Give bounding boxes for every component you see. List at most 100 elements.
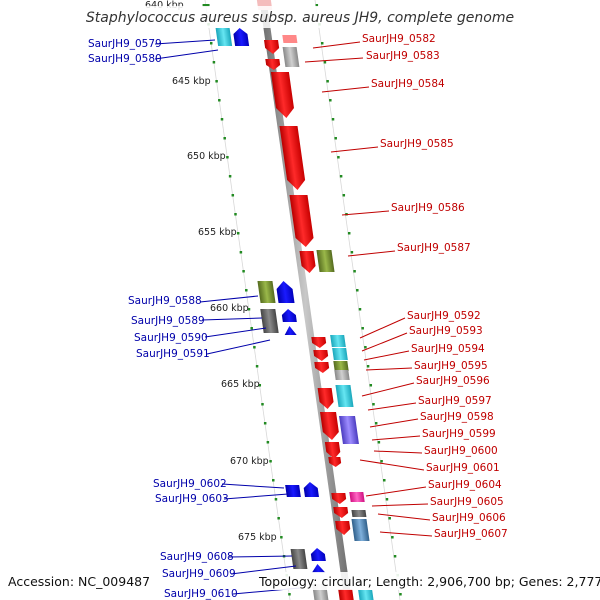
gene-saurjh9-0590[interactable] [281,309,297,322]
leader-line [369,418,419,428]
ruler-tick [236,232,240,235]
ruler-tick [364,346,367,349]
label-saurjh9-0590[interactable]: SaurJH9_0590 [134,332,208,344]
gene-saurjh9-0599[interactable] [339,416,359,444]
label-saurjh9-0596[interactable]: SaurJH9_0596 [416,375,490,387]
leader-line [321,86,370,93]
label-saurjh9-0594[interactable]: SaurJH9_0594 [411,343,485,355]
leader-line [347,250,396,257]
label-saurjh9-0604[interactable]: SaurJH9_0604 [428,479,502,491]
gene-saurjh9-0580[interactable] [233,28,250,46]
leader-line [371,435,421,441]
gene-saurjh9-0591[interactable] [283,326,297,335]
gene-saurjh9-0583[interactable] [265,59,281,70]
label-saurjh9-0601[interactable]: SaurJH9_0601 [426,462,500,474]
label-saurjh9-0592[interactable]: SaurJH9_0592 [407,310,481,322]
label-saurjh9-0589[interactable]: SaurJH9_0589 [131,315,205,327]
gene-saurjh9-0607-cog[interactable] [351,519,370,541]
label-saurjh9-0580[interactable]: SaurJH9_0580 [88,53,162,65]
gene-saurjh9-0583-cog[interactable] [282,47,300,67]
label-saurjh9-0597[interactable]: SaurJH9_0597 [418,395,492,407]
gene-saurjh9-0605[interactable] [349,492,365,502]
gene-saurjh9-0600[interactable] [324,442,341,459]
gene-saurjh9-0595-cog[interactable] [333,361,349,371]
label-saurjh9-0588[interactable]: SaurJH9_0588 [128,295,202,307]
ruler-tick [334,137,337,140]
leader-line [377,513,431,521]
label-saurjh9-0602[interactable]: SaurJH9_0602 [153,478,227,490]
gene-saurjh9-0608[interactable] [290,549,308,569]
label-saurjh9-0606[interactable]: SaurJH9_0606 [432,512,506,524]
label-saurjh9-0586[interactable]: SaurJH9_0586 [391,202,465,214]
gene-saurjh9-0588[interactable] [257,281,276,303]
gene-saurjh9-0593[interactable] [330,335,346,347]
label-saurjh9-0609[interactable]: SaurJH9_0609 [162,568,236,580]
gene-saurjh9-0585[interactable] [279,126,307,190]
ruler-tick [361,327,364,330]
gene-saurjh9-0606[interactable] [333,507,349,518]
gene-saurjh9-0598[interactable] [320,412,340,440]
ruler-label-650: 650 kbp [187,151,226,162]
label-saurjh9-0595[interactable]: SaurJH9_0595 [414,360,488,372]
label-saurjh9-0593[interactable]: SaurJH9_0593 [409,325,483,337]
gene-saurjh9-0610[interactable] [310,564,326,573]
label-saurjh9-0600[interactable]: SaurJH9_0600 [424,445,498,457]
ruler-label-675: 675 kbp [238,532,277,543]
ruler-tick [372,403,375,406]
ruler-tick [353,270,356,273]
gene-saurjh9-0584[interactable] [270,72,295,118]
ruler-tick [374,422,378,425]
reverse-gene-labels: SaurJH9_0579 SaurJH9_0580 SaurJH9_0588 S… [88,38,238,600]
gene-saurjh9-0592[interactable] [311,337,327,348]
label-saurjh9-0587[interactable]: SaurJH9_0587 [397,242,471,254]
gene-saurjh9-0594-cog[interactable] [332,348,348,360]
label-saurjh9-0579[interactable]: SaurJH9_0579 [88,38,162,50]
label-saurjh9-0598[interactable]: SaurJH9_0598 [420,411,494,423]
leader-lines [154,39,433,595]
label-saurjh9-0610[interactable]: SaurJH9_0610 [164,588,238,600]
gene-saurjh9-0582-cog[interactable] [282,35,298,43]
ruler-tick [261,403,264,406]
label-saurjh9-0591[interactable]: SaurJH9_0591 [136,348,210,360]
gene-saurjh9-0587-cog[interactable] [316,250,335,272]
ruler-label-665: 665 kbp [221,379,260,390]
gene-saurjh9-0607[interactable] [335,521,351,535]
features-reverse [215,28,326,573]
leader-line [359,317,406,339]
leader-line [367,402,417,411]
gene-saurjh9-0579[interactable] [215,28,233,46]
label-saurjh9-0582[interactable]: SaurJH9_0582 [362,33,436,45]
gene-saurjh9-0609[interactable] [310,548,326,561]
gene-saurjh9-0602[interactable] [285,485,301,497]
gene-saurjh9-0596[interactable] [334,370,350,380]
gene-saurjh9-0582[interactable] [264,40,280,54]
gene-saurjh9-0588-cds[interactable] [275,281,295,303]
ruler-tick [356,289,359,292]
gene-saurjh9-0597-cog[interactable] [335,385,354,407]
gene-saurjh9-0601[interactable] [328,457,342,467]
gene-saurjh9-0587[interactable] [299,251,316,273]
label-saurjh9-0608[interactable]: SaurJH9_0608 [160,551,234,563]
gene-saurjh9-0589[interactable] [260,309,279,333]
gene-saurjh9-0606-cog[interactable] [351,510,367,517]
label-saurjh9-0607[interactable]: SaurJH9_0607 [434,528,508,540]
label-saurjh9-0585[interactable]: SaurJH9_0585 [380,138,454,150]
gene-saurjh9-0586[interactable] [289,195,314,247]
label-saurjh9-0583[interactable]: SaurJH9_0583 [366,50,440,62]
gene-saurjh9-0595[interactable] [314,362,330,373]
gene-saurjh9-0594[interactable] [313,350,329,361]
label-saurjh9-0584[interactable]: SaurJH9_0584 [371,78,445,90]
gene-bottom-partial-red [338,589,354,600]
footer-backdrop-right [256,572,596,590]
ruler-tick [269,460,272,463]
label-saurjh9-0599[interactable]: SaurJH9_0599 [422,428,496,440]
gene-saurjh9-0603[interactable] [303,482,319,497]
gene-saurjh9-0597[interactable] [317,388,335,409]
ruler-tick [231,194,235,197]
ruler-tick [393,555,397,558]
gene-saurjh9-0604[interactable] [331,493,347,504]
ruler-label-655: 655 kbp [198,227,237,238]
ruler-tick [245,289,248,292]
label-saurjh9-0603[interactable]: SaurJH9_0603 [155,493,229,505]
label-saurjh9-0605[interactable]: SaurJH9_0605 [430,496,504,508]
